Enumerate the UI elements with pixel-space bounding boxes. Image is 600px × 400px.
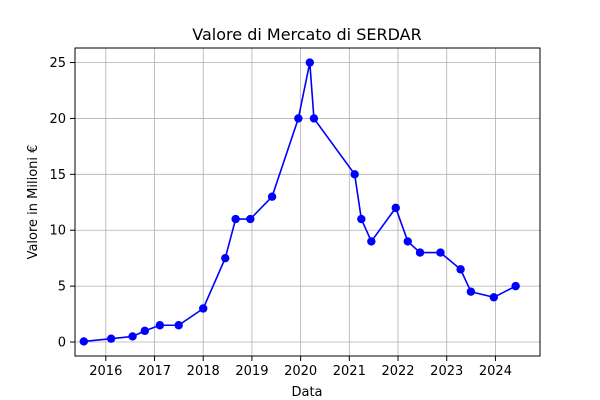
x-tick-label: 2018 xyxy=(187,364,220,379)
data-point xyxy=(511,281,520,291)
data-point xyxy=(391,203,400,213)
chart-title: Valore di Mercato di SERDAR xyxy=(192,25,421,44)
data-point xyxy=(221,253,230,263)
data-point xyxy=(403,237,412,246)
x-tick-label: 2020 xyxy=(284,364,317,379)
data-point xyxy=(231,214,240,224)
data-point xyxy=(140,326,150,336)
y-tick-label: 20 xyxy=(49,112,66,127)
x-axis-label: Data xyxy=(291,385,322,400)
data-point xyxy=(199,304,208,313)
x-tick-label: 2017 xyxy=(138,364,171,379)
y-axis-label: Valore in Milioni € xyxy=(26,145,41,260)
x-tick-label: 2024 xyxy=(479,364,512,379)
data-point xyxy=(174,321,183,330)
data-point xyxy=(415,248,425,257)
x-tick-label: 2021 xyxy=(333,364,366,379)
x-tick-label: 2016 xyxy=(89,364,122,379)
data-point xyxy=(350,170,359,179)
y-tick-label: 10 xyxy=(49,224,66,239)
plot-frame xyxy=(74,47,541,357)
data-point xyxy=(106,334,116,343)
data-point xyxy=(489,293,499,302)
series-line xyxy=(83,62,517,343)
tick-layer: 2016 2017 2018 2019 2020 2021 2022 2023 2024 0 5 10… xyxy=(49,56,512,379)
data-point xyxy=(436,248,445,257)
data-point xyxy=(367,237,376,246)
x-tick-label: 2019 xyxy=(235,364,268,379)
data-point xyxy=(456,265,465,274)
grid-layer xyxy=(75,48,540,356)
y-tick-label: 0 xyxy=(58,336,66,351)
data-point xyxy=(267,192,277,201)
data-point xyxy=(246,214,255,224)
y-tick-label: 15 xyxy=(49,168,66,183)
data-point xyxy=(357,214,366,224)
data-point xyxy=(128,332,137,341)
data-point xyxy=(294,114,303,123)
data-point xyxy=(309,114,319,123)
x-tick-label: 2023 xyxy=(430,364,463,379)
x-tick-label: 2022 xyxy=(381,364,414,379)
y-tick-label: 5 xyxy=(58,280,66,295)
data-point xyxy=(155,321,165,330)
data-point xyxy=(305,58,315,67)
data-point xyxy=(466,287,476,296)
y-tick-label: 25 xyxy=(49,56,66,71)
data-point xyxy=(79,337,89,346)
series-layer xyxy=(79,58,520,346)
